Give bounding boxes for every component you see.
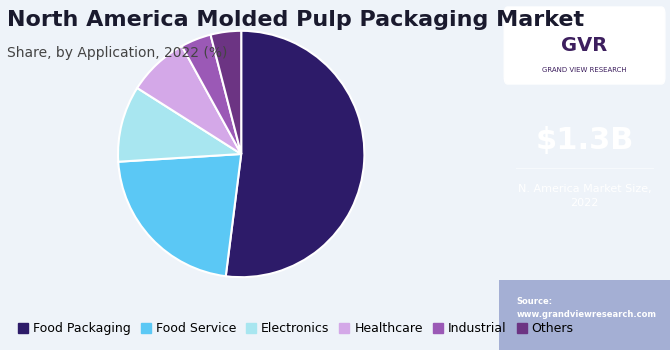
Text: Share, by Application, 2022 (%): Share, by Application, 2022 (%) <box>7 46 227 60</box>
Text: N. America Market Size,
2022: N. America Market Size, 2022 <box>518 184 651 208</box>
Text: Source:
www.grandviewresearch.com: Source: www.grandviewresearch.com <box>517 297 656 319</box>
Wedge shape <box>118 88 241 162</box>
Wedge shape <box>226 31 364 277</box>
Text: GRAND VIEW RESEARCH: GRAND VIEW RESEARCH <box>542 67 627 73</box>
Wedge shape <box>118 154 241 276</box>
FancyBboxPatch shape <box>499 280 670 350</box>
Text: GVR: GVR <box>561 36 608 55</box>
Wedge shape <box>210 31 241 154</box>
Text: North America Molded Pulp Packaging Market: North America Molded Pulp Packaging Mark… <box>7 10 584 30</box>
Text: $1.3B: $1.3B <box>535 126 634 154</box>
Wedge shape <box>137 46 241 154</box>
FancyBboxPatch shape <box>505 7 665 84</box>
Wedge shape <box>182 35 241 154</box>
Legend: Food Packaging, Food Service, Electronics, Healthcare, Industrial, Others: Food Packaging, Food Service, Electronic… <box>13 317 579 340</box>
